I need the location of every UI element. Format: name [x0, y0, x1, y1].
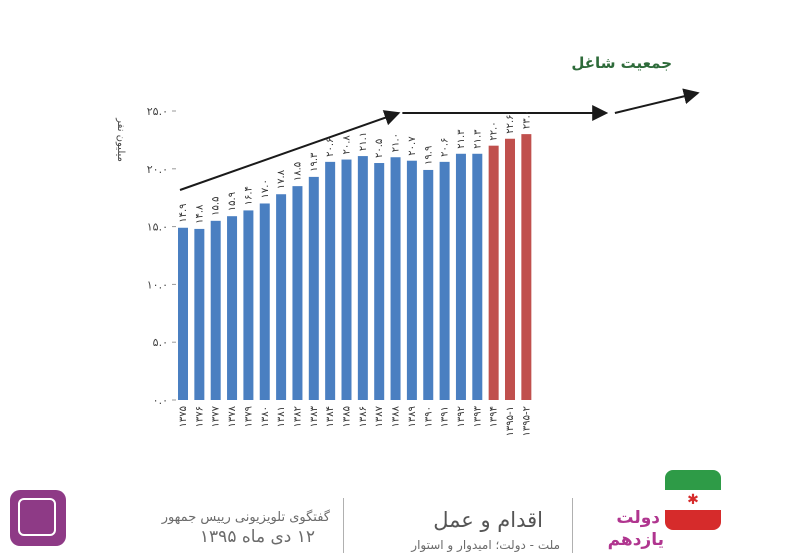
government-label: دولت	[616, 508, 660, 528]
bar	[178, 227, 188, 400]
value-labels: ۱۴.۹ ۱۴.۸ ۱۵.۵ ۱۵.۹ ۱۶.۴ ۱۷.۰ ۱۷.۸ ۱۸.۵ ۱۹.۳ ۲۰.۶…	[178, 110, 532, 224]
x-tick-label: ۱۳۸۳	[309, 405, 320, 427]
bar	[308, 176, 319, 400]
x-axis-labels: ۱۳۷۵ ۱۳۷۶ ۱۳۷۷ ۱۳۷۸ ۱۳۷۹ ۱۳۸۰ ۱۳۸۱ ۱۳۸۲ ۱۳۸۳ ۱۳۸۴…	[178, 405, 532, 436]
x-tick-label: ۱۳۹۵-۲	[521, 406, 532, 436]
y-tick-label: ۱۰.۰	[147, 278, 168, 291]
value-label: ۲۱.۳	[472, 129, 483, 149]
government-number: یازدهم	[607, 530, 664, 550]
bar	[439, 161, 450, 400]
bar	[472, 153, 483, 400]
bar	[423, 169, 434, 400]
bar	[227, 216, 238, 400]
slogan-subtitle: ملت - دولت؛ امیدوار و استوار	[411, 538, 560, 552]
bar	[488, 145, 499, 400]
value-label: ۲۰.۸	[342, 135, 353, 155]
value-label: ۱۹.۳	[309, 152, 320, 172]
value-label: ۱۷.۰	[260, 179, 271, 198]
x-tick-label: ۱۳۸۷	[374, 405, 385, 427]
bar	[259, 203, 270, 400]
chart-title: جمعیت شاغل	[571, 54, 672, 72]
value-label: ۲۱.۰	[391, 133, 402, 152]
value-label: ۱۶.۴	[243, 186, 254, 205]
bar	[357, 156, 368, 400]
value-label: ۱۵.۵	[211, 197, 222, 216]
y-tick-label: ۲۵.۰	[147, 105, 168, 118]
value-label: ۲۰.۶	[325, 138, 336, 157]
employment-chart: جمعیت شاغل میلیون نفر ۰.۰ ۵.۰ ۱۰.۰ ۱۵.۰ ۲۰.۰…	[115, 54, 700, 436]
x-tick-label: ۱۳۸۱	[276, 406, 287, 427]
value-label: ۱۸.۵	[292, 162, 303, 181]
value-label: ۲۳.۰	[521, 110, 532, 129]
broadcast-logo	[10, 490, 66, 546]
logo-emblem-icon	[18, 498, 56, 536]
bar	[276, 194, 287, 400]
bar	[390, 157, 401, 400]
value-label: ۲۱.۱	[358, 132, 369, 151]
x-tick-label: ۱۳۷۷	[211, 405, 222, 427]
x-tick-label: ۱۳۹۲	[456, 406, 467, 427]
x-tick-label: ۱۳۹۱	[440, 406, 451, 427]
value-label: ۲۲.۰	[489, 121, 500, 140]
y-tick-label: ۱۵.۰	[147, 221, 168, 234]
bar	[292, 186, 303, 400]
bars	[178, 134, 532, 400]
value-label: ۱۴.۹	[178, 203, 189, 222]
x-tick-label: ۱۳۷۵	[178, 406, 189, 427]
x-tick-label: ۱۳۸۰	[260, 406, 271, 427]
bar	[521, 134, 532, 400]
x-tick-label: ۱۳۹۳	[472, 405, 483, 427]
bar	[374, 163, 385, 400]
x-tick-label: ۱۳۸۴	[325, 406, 336, 427]
broadcast-title: گفتگوی تلویزیونی رییس جمهور	[161, 510, 330, 525]
divider-left	[343, 498, 344, 553]
x-tick-label: ۱۳۷۸	[227, 405, 238, 427]
x-tick-label: ۱۳۸۸	[391, 405, 402, 427]
trend-arrow	[614, 88, 700, 114]
x-tick-label: ۱۳۸۵	[342, 406, 353, 427]
value-label: ۱۵.۹	[227, 192, 238, 211]
x-tick-label: ۱۳۹۰	[423, 406, 434, 427]
bar	[406, 160, 417, 400]
bar	[505, 138, 515, 400]
bar	[194, 228, 205, 400]
x-tick-label: ۱۳۸۲	[292, 406, 303, 427]
broadcast-date: ۱۲ دی ماه ۱۳۹۵	[199, 527, 315, 547]
value-label: ۲۰.۷	[407, 136, 418, 156]
y-tick-label: ۲۰.۰	[147, 163, 168, 176]
value-label: ۲۱.۳	[456, 129, 467, 149]
iran-flag-icon: ✱	[665, 470, 721, 530]
value-label: ۱۴.۸	[194, 204, 205, 224]
y-tick-label: ۰.۰	[153, 394, 168, 407]
y-axis-label: میلیون نفر	[115, 117, 126, 162]
bar	[455, 153, 466, 400]
x-tick-label: ۱۳۹۴	[489, 406, 500, 427]
y-axis: ۰.۰ ۵.۰ ۱۰.۰ ۱۵.۰ ۲۰.۰ ۲۵.۰	[147, 105, 176, 407]
trend-arrows	[179, 88, 700, 191]
footer: گفتگوی تلویزیونی رییس جمهور ۱۲ دی ماه ۱۳…	[0, 470, 800, 557]
divider-right	[572, 498, 573, 553]
x-tick-label: ۱۳۷۶	[194, 406, 205, 427]
slogan-title: اقدام و عمل	[433, 508, 543, 532]
y-tick-label: ۵.۰	[153, 336, 168, 349]
value-label: ۲۰.۶	[440, 138, 451, 157]
x-tick-label: ۱۳۹۵-۱	[505, 406, 516, 436]
bar	[210, 220, 221, 400]
bar	[243, 210, 254, 400]
value-label: ۲۰.۵	[374, 139, 385, 158]
bar	[325, 161, 336, 400]
x-tick-label: ۱۳۷۹	[243, 406, 254, 427]
value-label: ۱۷.۸	[276, 169, 287, 189]
bar	[341, 159, 352, 400]
x-tick-label: ۱۳۸۶	[358, 406, 369, 427]
trend-arrow	[179, 110, 401, 191]
value-label: ۲۲.۶	[505, 114, 516, 133]
value-label: ۱۹.۹	[423, 146, 434, 165]
x-tick-label: ۱۳۸۹	[407, 406, 418, 427]
